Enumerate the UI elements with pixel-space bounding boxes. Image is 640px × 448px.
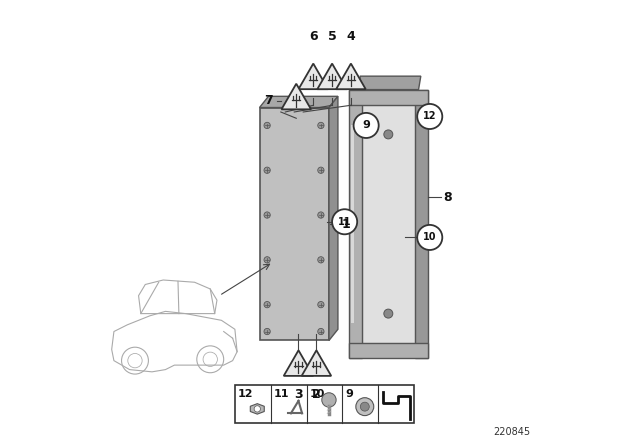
Text: 220845: 220845 [493,427,531,437]
Circle shape [317,257,324,263]
Text: 5: 5 [328,30,337,43]
Circle shape [317,328,324,335]
Text: 6: 6 [309,30,317,43]
Text: 2: 2 [312,388,321,401]
Polygon shape [349,343,428,358]
Circle shape [317,122,324,129]
Polygon shape [284,350,314,376]
Circle shape [264,302,270,308]
Circle shape [354,113,379,138]
Circle shape [332,209,357,234]
Circle shape [360,402,369,411]
Polygon shape [358,76,421,90]
Text: 10: 10 [423,233,436,242]
Polygon shape [298,64,328,89]
Circle shape [384,309,393,318]
Polygon shape [329,96,338,340]
Polygon shape [260,108,329,340]
Circle shape [264,212,270,218]
Circle shape [317,212,324,218]
Polygon shape [351,125,355,323]
Text: 9: 9 [362,121,370,130]
Circle shape [264,167,270,173]
Circle shape [322,393,336,407]
Polygon shape [317,64,347,89]
Polygon shape [349,90,362,358]
Text: 12: 12 [238,389,253,399]
Circle shape [417,225,442,250]
Text: 1: 1 [342,217,350,231]
Text: 9: 9 [346,389,353,399]
Polygon shape [282,84,311,109]
Circle shape [264,257,270,263]
Text: 10: 10 [310,389,325,399]
Text: 12: 12 [423,112,436,121]
Circle shape [384,130,393,139]
Polygon shape [301,350,332,376]
Polygon shape [260,96,338,108]
Circle shape [317,167,324,173]
Circle shape [417,104,442,129]
Text: 11: 11 [274,389,289,399]
Polygon shape [415,90,428,358]
Polygon shape [250,404,264,414]
Circle shape [264,122,270,129]
Circle shape [254,406,260,412]
Text: 8: 8 [443,190,452,204]
Circle shape [356,398,374,416]
Polygon shape [349,90,428,105]
Polygon shape [336,64,365,89]
Text: 3: 3 [294,388,303,401]
Text: 4: 4 [346,30,355,43]
Circle shape [317,302,324,308]
Circle shape [264,328,270,335]
Text: 11: 11 [338,217,351,227]
Bar [235,385,414,423]
Polygon shape [362,105,415,343]
Text: 7: 7 [264,94,273,108]
